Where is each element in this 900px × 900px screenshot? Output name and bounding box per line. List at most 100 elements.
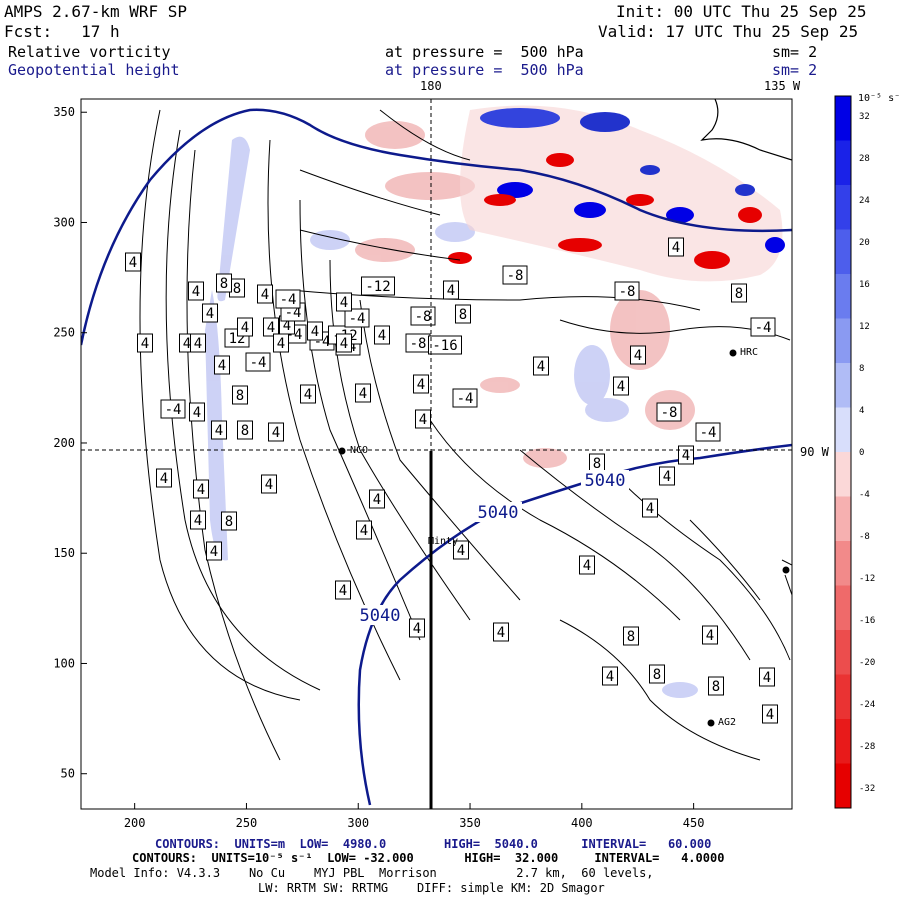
vorticity-label-text: 4	[457, 543, 465, 559]
y-tick-label: 200	[53, 436, 75, 450]
vorticity-labels: 412-4-44-4-124-8-1644-4-4-88484-44-124-8…	[125, 237, 778, 724]
vorticity-label: -12	[361, 276, 395, 296]
footer-height-contours: CONTOURS: UNITS=m LOW= 4980.0 HIGH= 5040…	[155, 837, 712, 851]
vorticity-label: 4	[409, 618, 425, 638]
vorticity-label-text: 4	[194, 336, 202, 352]
vorticity-label: 8	[237, 420, 253, 440]
vorticity-label-text: -8	[507, 268, 524, 284]
vorticity-label-text: 4	[141, 336, 149, 352]
vorticity-label-text: -4	[280, 292, 297, 308]
x-tick-label: 250	[236, 816, 258, 830]
vorticity-label: 4	[261, 474, 277, 494]
vorticity-label-text: 8	[593, 456, 601, 472]
valid-time: Valid: 17 UTC Thu 25 Sep 25	[598, 22, 859, 41]
colorbar-tick-label: 32	[859, 112, 870, 122]
field2-smooth: sm= 2	[772, 61, 818, 79]
station-hrc-marker	[729, 349, 737, 357]
vorticity-label: -4	[695, 422, 721, 442]
vorticity-label: -4	[344, 308, 370, 328]
vorticity-label-text: 4	[419, 412, 427, 428]
vorticity-label-text: 4	[373, 492, 381, 508]
vorticity-label-text: 4	[413, 621, 421, 637]
station-label-nco: NCO	[350, 445, 369, 456]
vorticity-label: 4	[678, 445, 694, 465]
y-tick-label: 150	[53, 546, 75, 560]
height-label-bg	[356, 605, 404, 625]
vorticity-label-text: 4	[617, 379, 625, 395]
vorticity-label: 4	[369, 489, 385, 509]
colorbar-tick-label: -32	[859, 784, 875, 794]
colorbar-band	[835, 763, 851, 809]
vorticity-label-text: 8	[653, 667, 661, 683]
vorticity-label-text: 4	[160, 471, 168, 487]
footer-model-info: Model Info: V4.3.3 No Cu MYJ PBL Morriso…	[90, 866, 654, 880]
y-tick-label: 50	[61, 767, 75, 781]
station-label-ag2: AG2	[718, 717, 737, 728]
vorticity-label: 4	[335, 580, 351, 600]
vorticity-label-text: 4	[283, 318, 291, 334]
height-contour-label: 5040	[478, 503, 519, 523]
vorticity-label-text: 4	[206, 306, 214, 322]
vorticity-label: -8	[410, 306, 436, 326]
colorbar-tick-label: -12	[859, 574, 875, 584]
field1-level: at pressure = 500 hPa	[385, 43, 584, 61]
vorticity-label-text: 4	[129, 255, 137, 271]
vorticity-label: 4	[273, 333, 289, 353]
colorbar-tick-label: 24	[859, 196, 870, 206]
vorticity-label: 4	[137, 333, 153, 353]
colorbar-band	[835, 719, 851, 764]
vorticity-label-text: 4	[378, 328, 386, 344]
colorbar-tick-label: 28	[859, 154, 870, 164]
height-contour-label: 5040	[360, 606, 401, 626]
vorticity-label: 4	[237, 317, 253, 337]
vorticity-label: 4	[533, 356, 549, 376]
vorticity-label-text: -4	[755, 320, 772, 336]
vorticity-label: 4	[356, 520, 372, 540]
vorticity-label-text: -8	[410, 336, 427, 352]
vorticity-label: 4	[193, 479, 209, 499]
vorticity-label-text: -12	[365, 279, 390, 295]
colorbar-tick-label: 4	[859, 406, 864, 416]
strong-vorticity-zone	[448, 105, 785, 282]
vorticity-label: 8	[221, 511, 237, 531]
vorticity-label: 4	[190, 333, 206, 353]
colorbar-tick-label: -8	[859, 532, 870, 542]
vorticity-label-text: 4	[606, 669, 614, 685]
y-tick-label: 100	[53, 656, 75, 670]
vorticity-label: 8	[216, 273, 232, 293]
colorbar-band	[835, 674, 851, 720]
init-time: Init: 00 UTC Thu 25 Sep 25	[616, 2, 867, 21]
vorticity-label: -4	[275, 289, 301, 309]
field1-smooth: sm= 2	[772, 43, 818, 61]
vorticity-label: 8	[649, 664, 665, 684]
vorticity-label: 8	[455, 304, 471, 324]
lat-label-90w: 90 W	[800, 445, 829, 459]
colorbar: 32 28 24 20 16 12 8 4 0 -4 -8 -12 -16 -20 -24 -28 -32	[834, 95, 875, 809]
vorticity-label: 8	[232, 385, 248, 405]
map-area: 412-4-44-4-124-8-1644-4-4-88484-44-124-8…	[81, 99, 792, 809]
vorticity-label: -8	[502, 265, 528, 285]
vorticity-label-text: 4	[192, 284, 200, 300]
colorbar-tick-label: 8	[859, 364, 864, 374]
vorticity-label-text: 4	[267, 320, 275, 336]
vorticity-label-text: 4	[210, 544, 218, 560]
vorticity-label-text: -4	[285, 305, 302, 321]
colorbar-band	[835, 185, 851, 230]
vorticity-label: 4	[702, 625, 718, 645]
model-title: AMPS 2.67-km WRF SP	[4, 2, 188, 21]
vorticity-label-text: 8	[236, 388, 244, 404]
field2-name: Geopotential height	[8, 61, 180, 79]
colorbar-band	[835, 140, 851, 186]
vorticity-label: 4	[206, 541, 222, 561]
vorticity-label: 8	[708, 676, 724, 696]
vorticity-label: 4	[189, 402, 205, 422]
vorticity-label-text: 4	[447, 283, 455, 299]
vorticity-label: 4	[300, 384, 316, 404]
vorticity-label-text: 8	[712, 679, 720, 695]
vorticity-label-text: 4	[672, 240, 680, 256]
vorticity-label: 8	[623, 626, 639, 646]
vorticity-label-text: 8	[459, 307, 467, 323]
vorticity-label-text: 4	[183, 336, 191, 352]
vorticity-label-text: -8	[619, 284, 636, 300]
